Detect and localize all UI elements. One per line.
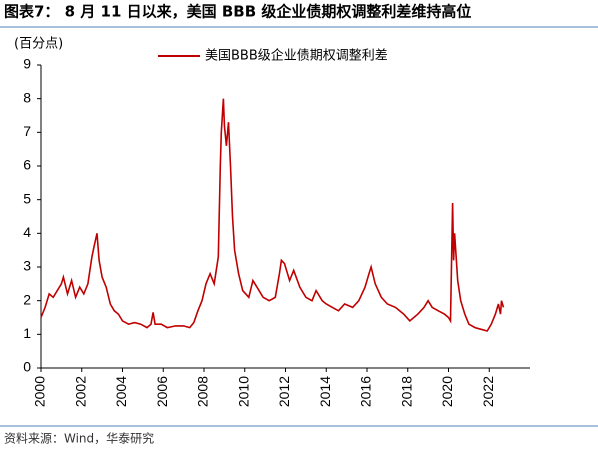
- y-tick-label: 7: [23, 123, 31, 139]
- y-tick-label: 5: [23, 190, 31, 206]
- y-tick-label: 2: [23, 291, 31, 307]
- x-tick-label: 2010: [235, 376, 251, 407]
- y-tick-label: 4: [23, 224, 31, 240]
- y-unit: (百分点): [14, 37, 63, 52]
- x-tick-label: 2000: [32, 376, 48, 407]
- chart-title: 图表7： 8 月 11 日以来，美国 BBB 级企业债期权调整利差维持高位: [4, 3, 471, 21]
- x-tick-label: 2006: [154, 376, 170, 407]
- series-line: [40, 98, 505, 332]
- y-tick-label: 9: [23, 56, 31, 72]
- x-tick-label: 2008: [195, 376, 211, 407]
- y-tick-label: 8: [23, 89, 31, 105]
- source: 资料来源：Wind，华泰研究: [4, 431, 154, 446]
- x-tick-label: 2022: [480, 376, 496, 407]
- x-tick-label: 2002: [72, 376, 88, 407]
- x-tick-label: 2012: [276, 376, 292, 407]
- legend-label: 美国BBB级企业债期权调整利差: [205, 48, 388, 64]
- x-tick-label: 2014: [317, 376, 333, 407]
- y-tick-label: 0: [23, 359, 31, 375]
- y-tick-label: 3: [23, 258, 31, 274]
- x-tick-label: 2018: [398, 376, 414, 407]
- x-tick-label: 2016: [358, 376, 374, 407]
- y-tick-label: 1: [23, 325, 31, 341]
- y-tick-label: 6: [23, 157, 31, 173]
- x-tick-label: 2004: [113, 376, 129, 407]
- x-tick-label: 2020: [439, 376, 455, 407]
